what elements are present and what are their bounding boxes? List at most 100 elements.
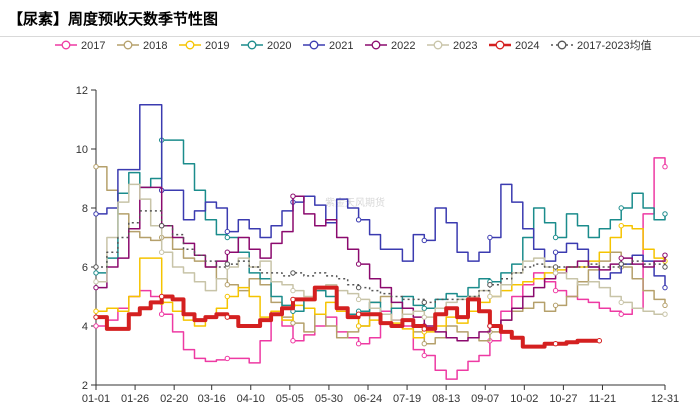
data-point	[662, 302, 668, 309]
x-tick-label: 01-26	[121, 393, 149, 405]
data-point	[158, 223, 165, 229]
legend-label: 2020	[267, 40, 291, 52]
data-point	[158, 249, 165, 255]
data-point	[552, 341, 559, 347]
data-point	[487, 234, 493, 241]
y-tick-label: 10	[76, 144, 88, 156]
data-point	[224, 314, 231, 320]
x-tick-label: 04-10	[237, 393, 265, 405]
series-line	[96, 165, 666, 345]
x-tick-label: 11-21	[589, 393, 616, 405]
legend-item: 2019	[179, 40, 229, 52]
x-tick-label: 09-07	[471, 393, 499, 405]
data-point	[355, 261, 362, 267]
x-tick-label: 10-27	[549, 393, 577, 405]
data-point	[618, 205, 624, 211]
data-point	[93, 211, 99, 217]
legend-marker	[123, 40, 133, 50]
data-point	[158, 293, 165, 300]
data-point	[355, 284, 362, 291]
y-tick-label: 12	[76, 85, 88, 97]
series-line	[96, 183, 665, 321]
data-point	[290, 338, 296, 344]
data-point	[93, 323, 99, 329]
x-tick-label: 07-19	[393, 393, 421, 405]
data-point	[355, 311, 362, 317]
data-point	[552, 249, 559, 255]
x-tick-label: 12-31	[651, 393, 679, 405]
data-point	[618, 261, 624, 267]
series-group	[93, 183, 668, 321]
legend-item: 2024	[489, 40, 539, 52]
legend-marker	[557, 40, 567, 50]
data-point	[355, 323, 362, 329]
data-point	[662, 311, 668, 317]
legend-marker	[371, 40, 381, 50]
y-tick-label: 4	[82, 321, 88, 333]
series-line	[96, 104, 666, 288]
legend-label: 2018	[143, 40, 167, 52]
data-point	[487, 323, 493, 329]
data-point	[596, 338, 603, 344]
data-point	[290, 320, 296, 326]
series-line	[96, 157, 666, 380]
y-tick-label: 6	[82, 262, 88, 274]
data-point	[618, 223, 624, 229]
series-group	[93, 285, 603, 349]
data-point	[552, 234, 559, 241]
watermark-text: 紫金天风期货	[325, 196, 385, 209]
data-point	[290, 270, 296, 276]
legend-item: 2022	[365, 40, 415, 52]
data-point	[93, 279, 99, 285]
legend-label: 2024	[515, 40, 539, 52]
legend-label: 2017	[81, 40, 105, 52]
data-point	[355, 341, 362, 347]
data-point	[421, 341, 427, 347]
data-point	[421, 299, 427, 306]
data-point	[421, 237, 427, 244]
data-point	[224, 228, 231, 235]
data-point	[552, 264, 559, 270]
x-tick-label: 06-24	[354, 393, 382, 405]
legend-marker	[61, 40, 71, 50]
data-point	[224, 293, 231, 300]
x-tick-label: 10-02	[510, 393, 538, 405]
legend-marker	[185, 40, 195, 50]
data-point	[93, 284, 99, 291]
title-divider	[0, 36, 700, 37]
data-point	[355, 217, 362, 223]
data-point	[421, 352, 427, 359]
legend-item: 2021	[303, 40, 353, 52]
series-group	[93, 210, 668, 306]
data-point	[552, 302, 559, 309]
legend-marker	[309, 40, 319, 50]
legend-item: 2020	[241, 40, 291, 52]
data-point	[552, 270, 559, 276]
legend-label: 2021	[329, 40, 353, 52]
data-point	[662, 211, 668, 217]
data-point	[662, 164, 668, 170]
data-point	[618, 311, 624, 317]
data-point	[93, 270, 99, 276]
data-point	[224, 249, 231, 255]
legend-label: 2017-2023均值	[577, 39, 652, 52]
y-tick-label: 8	[82, 203, 88, 215]
x-tick-label: 08-13	[432, 393, 460, 405]
x-tick-label: 05-05	[276, 393, 304, 405]
legend-item: 2018	[117, 40, 167, 52]
data-point	[662, 284, 668, 291]
y-tick-label: 2	[82, 380, 88, 392]
data-point	[93, 308, 99, 314]
data-point	[618, 255, 624, 261]
data-point	[421, 305, 427, 311]
series-line	[96, 210, 666, 304]
data-point	[355, 296, 362, 303]
legend-marker	[433, 40, 443, 50]
legend-label: 2023	[453, 40, 477, 52]
data-point	[487, 282, 493, 288]
data-point	[224, 282, 231, 288]
series-group	[93, 157, 668, 380]
legend-item: 2017-2023均值	[551, 39, 652, 52]
